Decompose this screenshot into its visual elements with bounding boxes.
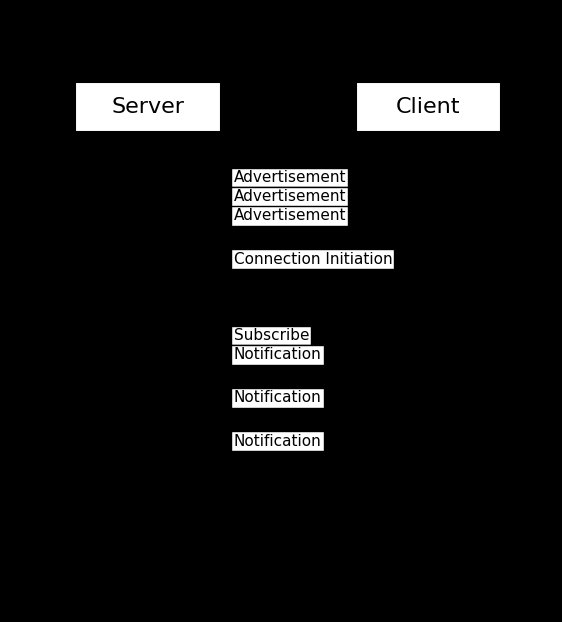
Text: Client: Client — [396, 97, 461, 117]
Text: Advertisement: Advertisement — [234, 208, 346, 223]
Text: Server: Server — [111, 97, 184, 117]
FancyBboxPatch shape — [75, 82, 220, 132]
Text: Subscribe: Subscribe — [234, 328, 309, 343]
FancyBboxPatch shape — [356, 82, 501, 132]
Text: Notification: Notification — [234, 434, 321, 448]
Text: Advertisement: Advertisement — [234, 170, 346, 185]
Text: Notification: Notification — [234, 391, 321, 406]
Text: Advertisement: Advertisement — [234, 189, 346, 204]
Text: Notification: Notification — [234, 347, 321, 363]
Text: Connection Initiation: Connection Initiation — [234, 251, 392, 267]
